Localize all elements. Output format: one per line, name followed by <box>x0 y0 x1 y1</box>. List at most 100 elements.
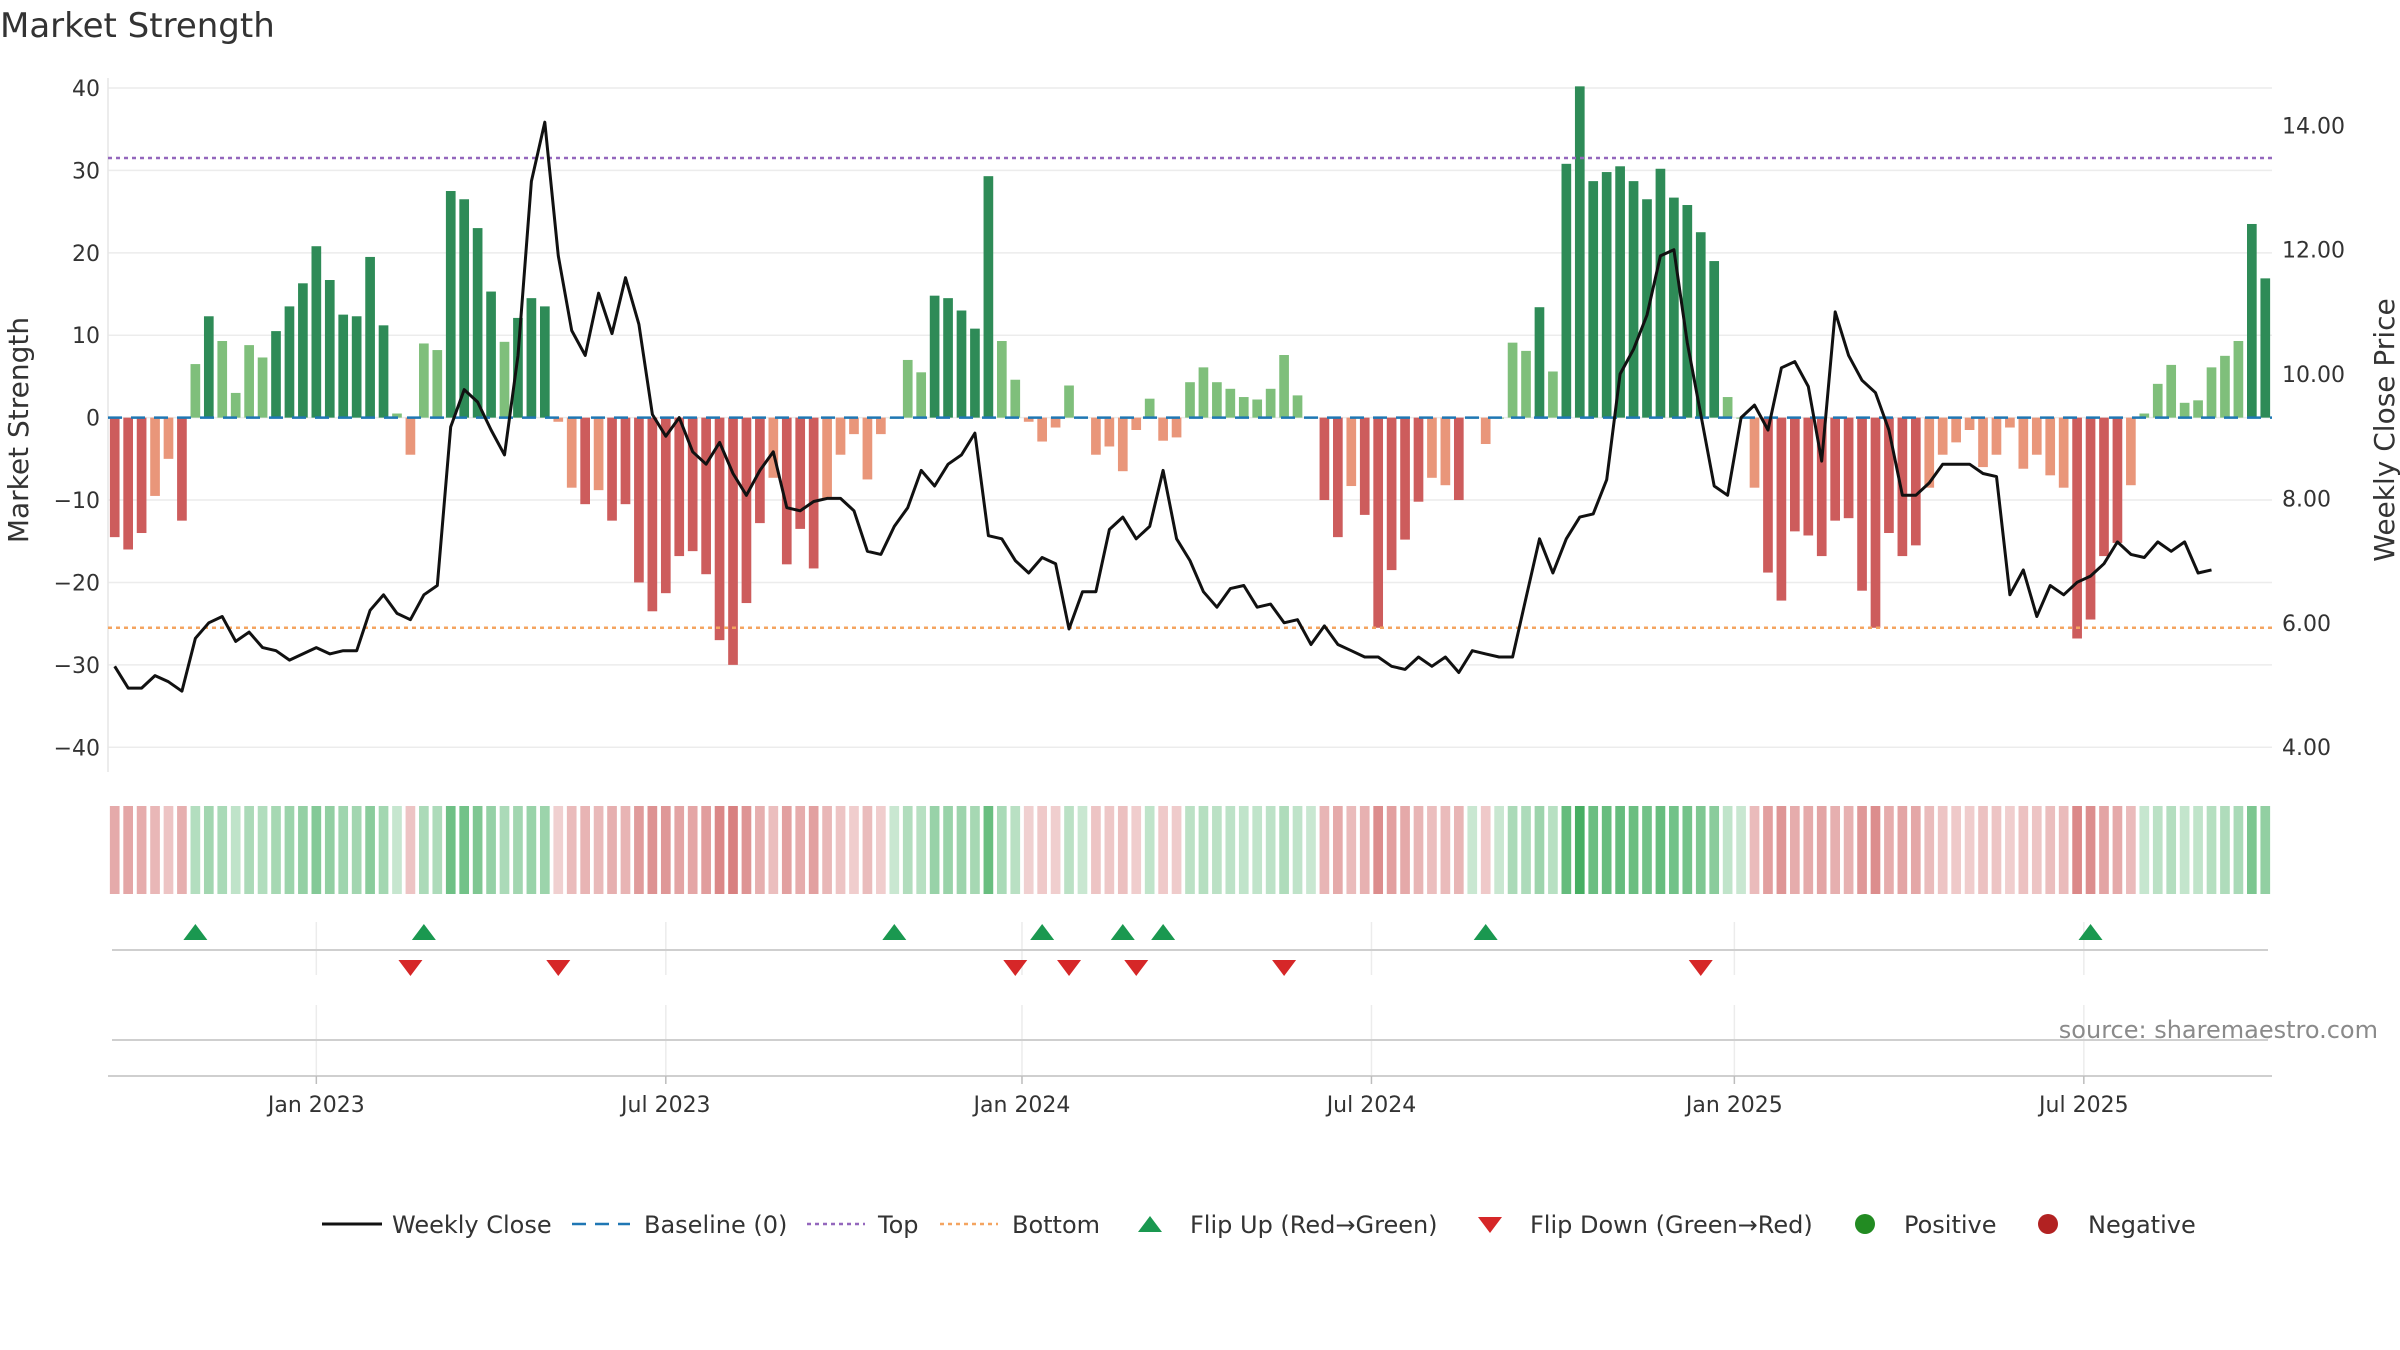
heat-strip-cell <box>1843 806 1854 894</box>
source-label: source: sharemaestro.com <box>2059 1016 2378 1044</box>
strength-bar <box>1803 417 1814 536</box>
strength-bar <box>1897 417 1908 557</box>
heat-strip-cell <box>1373 806 1384 894</box>
heat-strip-cell <box>1252 806 1263 894</box>
heat-strip-cell <box>2018 806 2029 894</box>
heat-strip-cell <box>2031 806 2042 894</box>
strength-bar <box>271 331 281 418</box>
heat-strip-cell <box>849 806 859 894</box>
strength-bar <box>1480 417 1491 445</box>
strength-bar <box>660 417 671 594</box>
strength-bar <box>1144 398 1155 418</box>
strength-bar <box>459 199 470 418</box>
heat-strip-cell <box>203 806 214 894</box>
strength-bar <box>728 417 738 665</box>
heat-strip-cell <box>607 806 617 894</box>
heat-strip-cell <box>1265 806 1276 894</box>
strength-bar <box>324 280 335 418</box>
heat-strip-cell <box>405 806 416 894</box>
heat-strip-cell <box>593 806 604 894</box>
heat-strip-cell <box>324 806 335 894</box>
x-tick-label: Jan 2024 <box>972 1093 1071 1118</box>
heat-strip-cell <box>338 806 349 894</box>
heat-strip-cell <box>553 806 564 894</box>
heat-strip-cell <box>486 806 496 894</box>
strength-bar <box>1158 417 1168 441</box>
strength-bar <box>983 176 994 418</box>
heat-strip-cell <box>2085 806 2096 894</box>
strength-bar <box>1669 197 1679 418</box>
heat-strip-cell <box>1749 806 1760 894</box>
strength-bar <box>1117 417 1128 472</box>
strength-bar <box>1238 397 1249 418</box>
heat-strip-cell <box>1695 806 1706 894</box>
strength-bar <box>1574 86 1585 418</box>
strength-bar <box>1185 382 1195 418</box>
left-tick-label: −30 <box>54 654 100 679</box>
strength-bar <box>499 341 510 418</box>
heat-strip-cell <box>1736 806 1746 894</box>
strength-bar <box>257 357 268 418</box>
heat-strip-cell <box>2220 806 2230 894</box>
heat-strip-cell <box>1319 806 1330 894</box>
strength-bar <box>687 417 698 552</box>
heat-strip-cell <box>1413 806 1424 894</box>
strength-bar <box>1064 385 1074 418</box>
heat-strip-cell <box>1548 806 1558 894</box>
strength-bar <box>338 314 349 418</box>
heat-strip-cell <box>2112 806 2123 894</box>
heat-strip-cell <box>136 806 147 894</box>
heat-strip-cell <box>150 806 160 894</box>
right-tick-label: 8.00 <box>2282 487 2331 512</box>
heat-strip-cell <box>351 806 362 894</box>
heat-strip-cell <box>701 806 711 894</box>
heat-strip-cell <box>1507 806 1518 894</box>
strength-bar <box>526 298 537 418</box>
strength-bar <box>1615 166 1625 418</box>
strength-bar <box>2166 364 2177 418</box>
strength-bar <box>445 191 456 418</box>
strength-bar <box>1588 181 1599 418</box>
heat-strip-cell <box>1574 806 1585 894</box>
strength-bar <box>2126 417 2136 486</box>
strength-bar <box>109 417 120 538</box>
heat-strip-cell <box>1709 806 1720 894</box>
strength-bar <box>1104 417 1115 447</box>
heat-strip-cell <box>2126 806 2136 894</box>
legend-weekly-close-label: Weekly Close <box>392 1211 552 1239</box>
strength-bar <box>2193 400 2203 418</box>
x-tick-label: Jan 2023 <box>266 1093 365 1118</box>
strength-bar <box>365 256 375 418</box>
flip-down-marker <box>546 960 571 976</box>
heat-strip-cell <box>781 806 792 894</box>
strength-bar <box>916 372 927 418</box>
flip-up-marker <box>183 924 208 940</box>
strength-bar <box>1830 417 1841 521</box>
legend-baseline-label: Baseline (0) <box>644 1211 787 1239</box>
legend-positive-swatch <box>1855 1214 1875 1234</box>
heat-strip-cell <box>1117 806 1128 894</box>
strength-bar <box>1548 371 1558 418</box>
heat-strip-cell <box>1521 806 1531 894</box>
strength-bar <box>593 417 604 491</box>
heat-strip-cell <box>1064 806 1074 894</box>
heat-strip-cell <box>284 806 295 894</box>
heat-strip-cell <box>271 806 281 894</box>
strength-bar <box>1601 172 1612 418</box>
right-axis-label: Weekly Close Price <box>2368 298 2400 561</box>
heat-strip-cell <box>970 806 980 894</box>
right-tick-label: 12.00 <box>2282 239 2345 264</box>
strength-bar <box>1709 261 1720 418</box>
strength-bar <box>1924 417 1935 488</box>
strength-bar <box>822 417 832 499</box>
flip-down-marker <box>1272 960 1297 976</box>
strength-bar <box>1333 417 1343 538</box>
heat-strip-cell <box>835 806 846 894</box>
strength-bar <box>1198 367 1209 418</box>
heat-strip-cell <box>163 806 174 894</box>
legend-flip-up-swatch <box>1138 1216 1162 1232</box>
strength-bar <box>284 306 295 418</box>
strength-bar <box>768 417 779 478</box>
heat-strip-cell <box>1077 806 1088 894</box>
strength-bar <box>1534 307 1545 418</box>
